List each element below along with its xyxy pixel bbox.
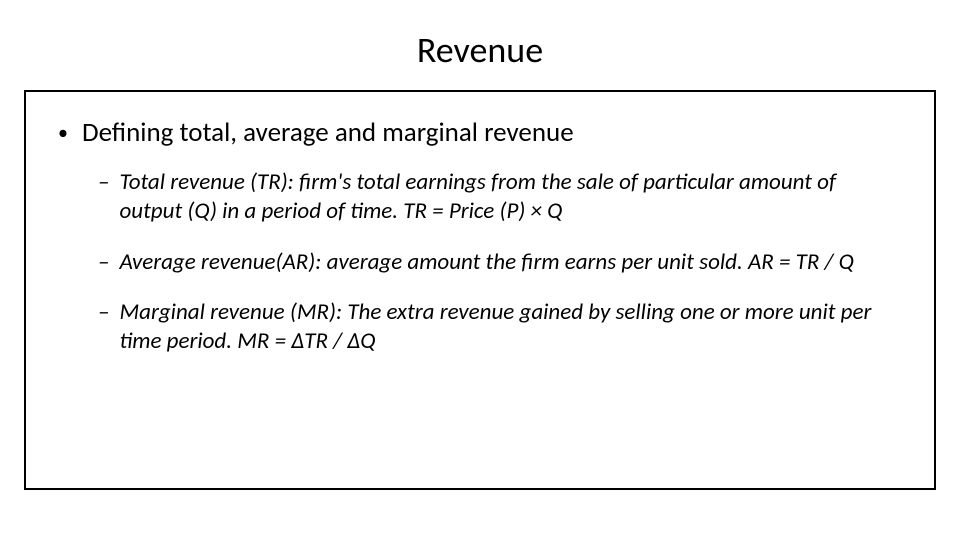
sub-bullet-text: Total revenue (TR): firm's total earning… bbox=[119, 168, 914, 226]
main-bullet: • Defining total, average and marginal r… bbox=[58, 116, 914, 150]
bullet-dash-icon: – bbox=[98, 168, 109, 197]
sub-bullet: – Average revenue(AR): average amount th… bbox=[98, 248, 914, 277]
content-box: • Defining total, average and marginal r… bbox=[24, 90, 936, 490]
sub-bullet-text: Marginal revenue (MR): The extra revenue… bbox=[119, 298, 914, 356]
bullet-dot-icon: • bbox=[58, 116, 68, 150]
sub-bullet-text: Average revenue(AR): average amount the … bbox=[119, 248, 914, 277]
slide-title: Revenue bbox=[0, 0, 960, 90]
bullet-dash-icon: – bbox=[98, 298, 109, 327]
sub-bullet: – Total revenue (TR): firm's total earni… bbox=[98, 168, 914, 226]
bullet-dash-icon: – bbox=[98, 248, 109, 277]
main-bullet-text: Defining total, average and marginal rev… bbox=[82, 116, 574, 149]
sub-bullet: – Marginal revenue (MR): The extra reven… bbox=[98, 298, 914, 356]
